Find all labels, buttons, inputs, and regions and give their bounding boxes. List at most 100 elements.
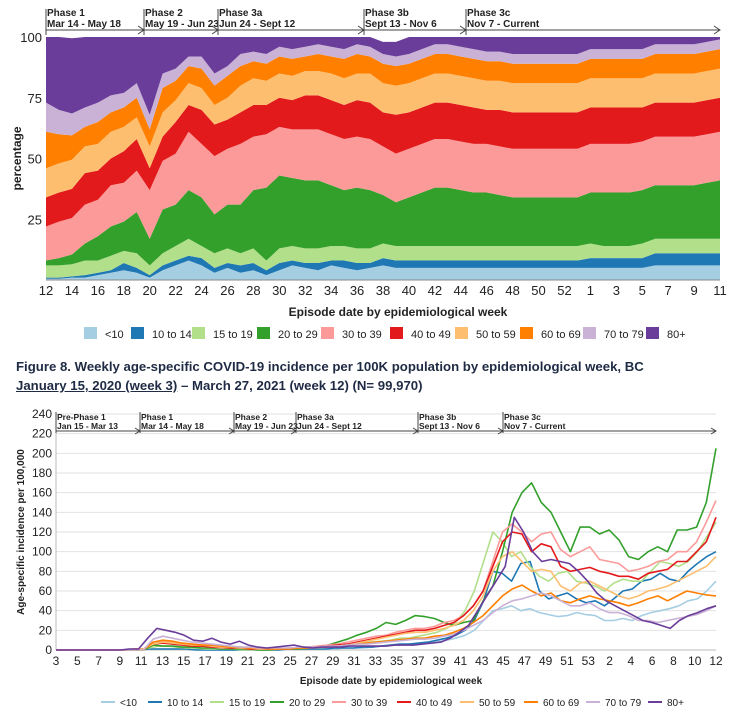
x-tick-label: 20 (142, 283, 156, 298)
phase-dates: Jun 24 - Sept 12 (297, 421, 362, 431)
phase-name: Phase 3b (365, 8, 409, 19)
y-tick-label: 75 (28, 91, 42, 106)
x-tick-label: 7 (95, 654, 102, 668)
x-tick-label: 5 (639, 283, 646, 298)
x-tick-label: 25 (284, 654, 298, 668)
legend-label: 20 to 29 (289, 698, 326, 709)
legend-swatch (390, 327, 403, 339)
area-series-8 (46, 39, 720, 136)
x-tick-label: 42 (428, 283, 442, 298)
legend-label: 40 to 49 (416, 698, 453, 709)
line-series-4 (56, 500, 717, 651)
x-tick-label: 14 (65, 283, 79, 298)
x-axis-title: Episode date by epidemiological week (289, 305, 508, 319)
legend-swatch (257, 327, 270, 339)
x-tick-label: 33 (369, 654, 383, 668)
legend-swatch (646, 327, 659, 339)
legend-label: <10 (120, 698, 137, 709)
x-tick-label: 6 (649, 654, 656, 668)
x-tick-label: 38 (376, 283, 390, 298)
legend-label: 15 to 19 (229, 698, 266, 709)
x-tick-label: 46 (479, 283, 493, 298)
x-axis-title: Episode date by epidemiological week (300, 676, 483, 687)
phase-name: Phase 3c (504, 412, 541, 422)
incidence-line-chart: 0 20 40 60 80 100 120 140 160 180 200 220 240 Age-spe… (16, 407, 723, 709)
y-tick-label: 180 (32, 466, 52, 480)
legend-label: 30 to 39 (342, 329, 382, 341)
phase-name: Phase 3a (297, 412, 334, 422)
line-series-6 (56, 550, 717, 651)
y-tick-label: 0 (45, 643, 52, 657)
phase-dates: Nov 7 - Current (467, 19, 540, 30)
y-tick-label: 100 (32, 545, 52, 559)
legend-label: 50 to 59 (479, 698, 516, 709)
area-series-0 (46, 260, 720, 280)
phase-dates: Sept 13 - Nov 6 (419, 421, 480, 431)
area-series-9 (46, 37, 720, 115)
phase-name: Phase 1 (141, 412, 173, 422)
x-tick-label: 17 (198, 654, 212, 668)
legend-swatch (583, 327, 596, 339)
x-tick-label: 18 (117, 283, 131, 298)
legend-label: 10 to 14 (167, 698, 204, 709)
area-series-3 (46, 175, 720, 266)
x-tick-label: 3 (613, 283, 620, 298)
phase-name: Phase 3c (467, 8, 511, 19)
y-tick-label: 50 (28, 152, 42, 167)
area-series-4 (46, 126, 720, 261)
legend-label: 30 to 39 (351, 698, 388, 709)
phase-name: Phase 3b (419, 412, 456, 422)
y-tick-label: 80 (39, 564, 53, 578)
y-tick-label: 25 (28, 212, 42, 227)
x-tick-label: 44 (454, 283, 468, 298)
x-tick-label: 12 (709, 654, 723, 668)
phase-dates: May 19 - Jun 23 (145, 19, 219, 30)
x-tick-label: 41 (454, 654, 468, 668)
x-tick-label: 51 (560, 654, 574, 668)
x-tick-label: 23 (262, 654, 276, 668)
area-series-6 (46, 68, 720, 198)
x-tick-label: 22 (168, 283, 182, 298)
line-series-5 (56, 517, 717, 651)
x-tick-label: 15 (177, 654, 191, 668)
x-tick-label: 28 (246, 283, 260, 298)
x-tick-label: 5 (74, 654, 81, 668)
x-tick-label: 1 (587, 283, 594, 298)
x-tick-label: 19 (220, 654, 234, 668)
line-series-0 (56, 580, 717, 651)
legend-swatch (520, 327, 533, 339)
x-tick-label: 47 (518, 654, 532, 668)
phase-name: Phase 1 (47, 8, 85, 19)
x-tick-label: 30 (272, 283, 286, 298)
x-tick-label: 11 (713, 283, 727, 298)
x-tick-label: 43 (475, 654, 489, 668)
x-tick-label: 7 (665, 283, 672, 298)
figure-subtitle-rest: – March 27, 2021 (week 12) (N= 99,970) (177, 378, 423, 393)
phase-name: Phase 2 (145, 8, 183, 19)
y-tick-label: 240 (32, 407, 52, 421)
x-tick-label: 37 (411, 654, 425, 668)
line-series-9 (56, 516, 717, 651)
x-tick-label: 24 (194, 283, 208, 298)
phase-dates: Sept 13 - Nov 6 (365, 19, 437, 30)
line-series-8 (56, 592, 717, 651)
legend-label: 60 to 69 (541, 329, 581, 341)
y-tick-label: 140 (32, 505, 52, 519)
legend-label: 20 to 29 (278, 329, 318, 341)
legend-swatch (192, 327, 205, 339)
y-tick-label: 40 (39, 604, 53, 618)
x-tick-label: 9 (690, 283, 697, 298)
x-tick-label: 53 (582, 654, 596, 668)
phase-name: Phase 2 (235, 412, 267, 422)
x-tick-label: 52 (557, 283, 571, 298)
phase-dates: Jun 24 - Sept 12 (219, 19, 296, 30)
x-tick-label: 29 (326, 654, 340, 668)
y-tick-label: 220 (32, 427, 52, 441)
legend-label: 40 to 49 (411, 329, 451, 341)
x-tick-label: 39 (433, 654, 447, 668)
x-tick-label: 12 (39, 283, 53, 298)
legend-label: 80+ (667, 698, 684, 709)
y-axis-label: Age-specific incidence per 100,000 (16, 449, 27, 615)
phase-dates: Mar 14 - May 18 (47, 19, 121, 30)
